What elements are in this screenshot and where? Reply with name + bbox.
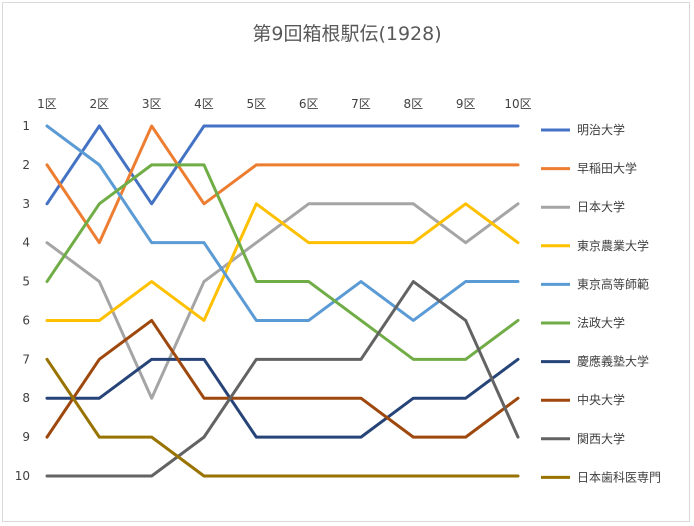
- legend-label: 法政大学: [577, 315, 625, 330]
- series-line: [45, 357, 520, 439]
- legend-label: 関西大学: [577, 431, 625, 446]
- chart-title: 第9回箱根駅伝(1928): [252, 23, 441, 45]
- legend: 明治大学早稲田大学日本大学東京農業大学東京高等師範法政大学慶應義塾大学中央大学関…: [541, 122, 661, 484]
- x-tick-label: 5区: [247, 97, 267, 111]
- series-line: [45, 124, 520, 206]
- y-tick-label: 4: [22, 236, 30, 250]
- legend-label: 日本歯科医専門: [577, 470, 661, 484]
- x-tick-label: 8区: [404, 97, 424, 111]
- series-line: [45, 202, 520, 400]
- x-axis-ticks: 1区 2区 3区 4区 5区 6区 7区 8区 9区 10区: [37, 97, 531, 111]
- series-line: [45, 124, 520, 245]
- x-tick-label: 4区: [194, 97, 214, 111]
- legend-label: 日本大学: [577, 199, 625, 214]
- legend-label: 早稲田大学: [577, 161, 637, 176]
- legend-label: 中央大学: [577, 392, 625, 407]
- y-tick-label: 3: [22, 197, 30, 211]
- y-tick-label: 9: [22, 430, 30, 444]
- y-tick-label: 1: [22, 119, 30, 133]
- series-line: [45, 163, 520, 361]
- series-line: [45, 202, 520, 322]
- y-tick-label: 6: [22, 313, 30, 327]
- y-tick-label: 10: [15, 469, 30, 483]
- legend-label: 東京農業大学: [577, 238, 649, 253]
- legend-label: 東京高等師範: [577, 276, 649, 291]
- y-tick-label: 5: [22, 275, 30, 289]
- series-lines: [45, 124, 520, 478]
- y-tick-label: 7: [22, 352, 30, 366]
- x-tick-label: 9区: [456, 97, 476, 111]
- series-line: [45, 357, 520, 478]
- legend-label: 明治大学: [577, 122, 625, 137]
- y-tick-label: 2: [22, 158, 30, 172]
- x-tick-label: 10区: [504, 97, 531, 111]
- series-line: [45, 318, 520, 439]
- x-tick-label: 7区: [351, 97, 371, 111]
- series-line: [45, 280, 520, 478]
- x-tick-label: 2区: [90, 97, 110, 111]
- y-tick-label: 8: [22, 391, 30, 405]
- legend-label: 慶應義塾大学: [577, 354, 649, 369]
- y-axis-ticks: 1 2 3 4 5 6 7 8 9 10: [15, 119, 30, 483]
- x-tick-label: 3区: [142, 97, 162, 111]
- x-tick-label: 6区: [299, 97, 319, 111]
- x-tick-label: 1区: [37, 97, 57, 111]
